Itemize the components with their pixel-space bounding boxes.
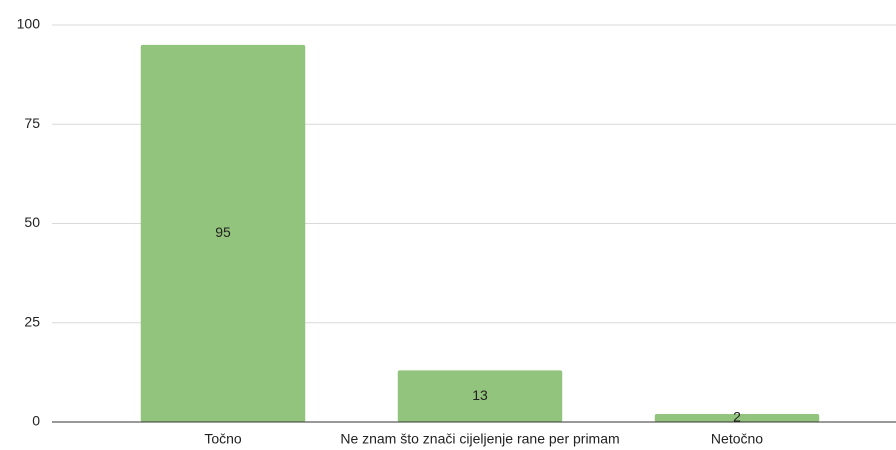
x-tick-label: Točno	[204, 431, 242, 447]
y-tick-label: 0	[32, 413, 40, 429]
bar	[397, 370, 563, 422]
y-tick-label: 25	[24, 313, 40, 329]
bar	[140, 44, 306, 422]
data-label: 95	[215, 224, 231, 240]
y-tick-label: 50	[24, 214, 40, 230]
bar	[654, 414, 820, 422]
data-label: 2	[733, 409, 741, 425]
y-tick-label: 75	[24, 115, 40, 131]
data-label: 13	[472, 387, 488, 403]
x-tick-label: Ne znam što znači cijeljenje rane per pr…	[340, 431, 619, 447]
x-tick-label: Netočno	[711, 431, 763, 447]
y-tick-label: 100	[17, 16, 41, 32]
